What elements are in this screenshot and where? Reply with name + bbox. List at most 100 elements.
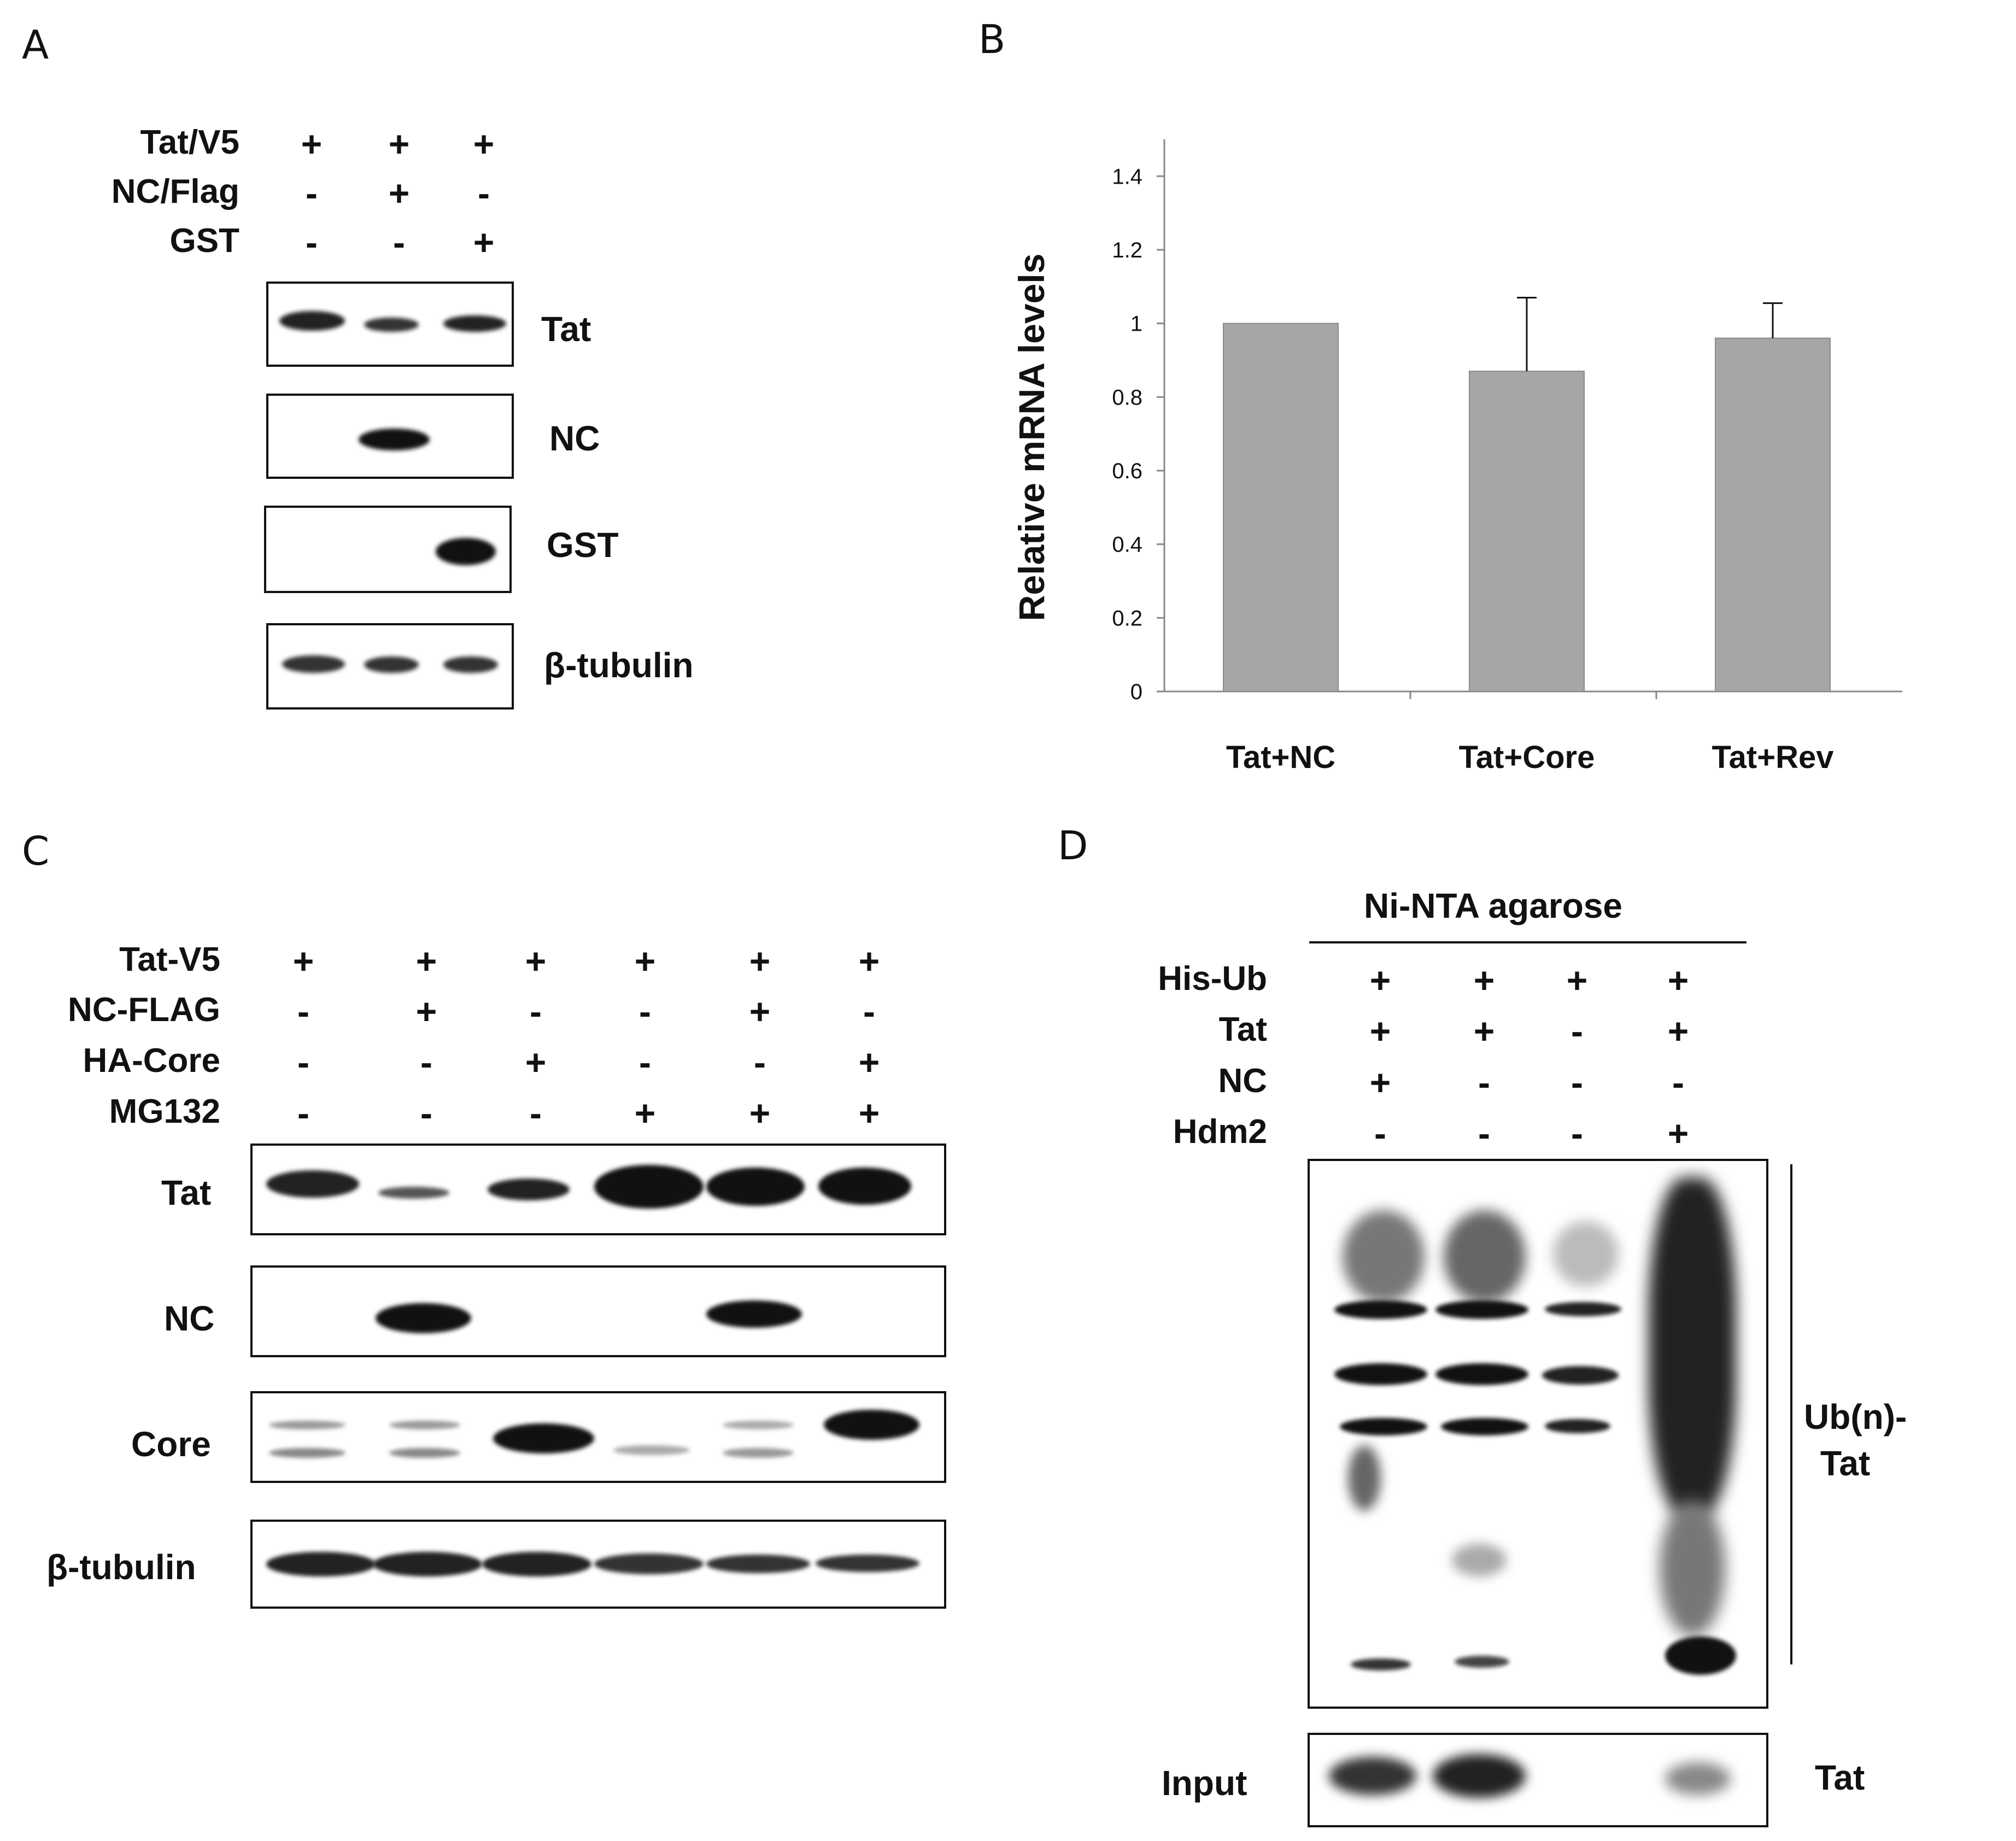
smear	[1452, 1544, 1507, 1576]
sign: -	[1478, 1062, 1490, 1103]
blot-tubulin-a	[266, 623, 514, 710]
band	[723, 1448, 794, 1458]
band	[378, 1187, 449, 1199]
bar	[1715, 337, 1831, 693]
band	[706, 1555, 810, 1573]
band	[1334, 1300, 1427, 1319]
band	[269, 1421, 345, 1429]
blot-core-c	[250, 1391, 946, 1483]
band	[364, 656, 419, 673]
blot-label-nc-a: NC	[549, 419, 600, 458]
band	[389, 1448, 460, 1458]
sign: +	[1566, 960, 1588, 1000]
sign: -	[1571, 1011, 1583, 1051]
band	[594, 1553, 704, 1574]
band	[1665, 1637, 1736, 1675]
band	[1340, 1418, 1427, 1435]
sign: +	[473, 222, 495, 262]
bar	[1223, 323, 1339, 692]
blot-nc-c	[250, 1265, 946, 1357]
band	[1435, 1300, 1528, 1319]
blot-label-tat-c: Tat	[161, 1173, 212, 1212]
sign: -	[1672, 1062, 1684, 1103]
band	[1542, 1366, 1619, 1385]
sign: -	[297, 1042, 309, 1082]
band	[1351, 1658, 1411, 1670]
x-category-label: Tat+Rev	[1712, 740, 1834, 775]
band	[1545, 1302, 1621, 1316]
y-tick-label: 0.4	[1112, 533, 1142, 557]
blot-label-tubulin-a: β-tubulin	[544, 646, 694, 685]
sign: +	[301, 124, 323, 164]
band	[279, 311, 345, 331]
y-tick-label: 1.2	[1112, 238, 1142, 262]
input-tat-label: Tat	[1815, 1758, 1865, 1797]
blot-input	[1308, 1733, 1768, 1827]
blot-tat-a	[266, 282, 514, 367]
y-tick-label: 0.8	[1112, 385, 1142, 409]
blot-tubulin-c	[250, 1520, 946, 1609]
band	[376, 1303, 471, 1333]
input-label: Input	[1162, 1763, 1247, 1803]
panel-label-b: B	[978, 16, 1006, 62]
band	[269, 1448, 345, 1458]
band	[282, 655, 345, 673]
row-label-his-ub: His-Ub	[1158, 960, 1267, 998]
row-label-nc-flag: NC/Flag	[111, 173, 239, 210]
sign: +	[292, 941, 314, 981]
band	[389, 1421, 460, 1429]
sign: -	[478, 173, 490, 213]
blot-ub-tat	[1308, 1159, 1768, 1709]
sign: +	[858, 1093, 880, 1133]
sign: +	[634, 1093, 656, 1133]
band	[706, 1300, 802, 1328]
sign: -	[863, 991, 875, 1031]
sign: +	[415, 941, 437, 981]
blot-label-core-c: Core	[131, 1424, 211, 1464]
band	[1441, 1418, 1528, 1435]
band	[1334, 1363, 1427, 1385]
sign: +	[388, 173, 410, 213]
band	[1329, 1757, 1416, 1795]
band	[443, 656, 498, 673]
sign: +	[1473, 960, 1495, 1000]
band	[1435, 1363, 1528, 1385]
band	[816, 1555, 919, 1572]
row-label-nc-flag-c: NC-FLAG	[68, 991, 220, 1029]
sign: +	[749, 1093, 771, 1133]
panel-b-chart: 0 0.2 0.4 0.6 0.8 1 1.2 1.4 Relative mRNA levels…	[984, 109, 2016, 820]
blot-label-tat-a: Tat	[541, 309, 591, 349]
band	[824, 1410, 919, 1440]
sign: -	[754, 1042, 766, 1082]
band	[266, 1552, 376, 1576]
row-label-tat-v5-c: Tat-V5	[119, 941, 220, 978]
blot-label-nc-c: NC	[164, 1299, 215, 1338]
bracket-line	[1790, 1164, 1792, 1664]
sign: -	[1374, 1113, 1386, 1153]
band	[266, 1170, 359, 1198]
panel-label-c: C	[22, 828, 50, 874]
sign: -	[639, 1042, 651, 1082]
smear	[1553, 1221, 1619, 1287]
band	[613, 1445, 690, 1455]
x-category-label: Tat+NC	[1226, 740, 1335, 775]
band	[1665, 1762, 1731, 1795]
blot-label-tubulin-c: β-tubulin	[46, 1547, 196, 1587]
x-category-label: Tat+Core	[1459, 740, 1595, 775]
sign: +	[634, 941, 656, 981]
y-tick-label: 0.2	[1112, 606, 1142, 630]
sign: +	[415, 991, 437, 1031]
blot-label-gst-a: GST	[547, 525, 619, 565]
band	[436, 538, 496, 565]
sign: -	[530, 991, 542, 1031]
band	[706, 1168, 805, 1206]
band	[443, 315, 506, 332]
row-label-hdm2: Hdm2	[1173, 1113, 1267, 1151]
blot-gst-a	[264, 506, 512, 593]
band	[723, 1421, 794, 1429]
sign: -	[1571, 1062, 1583, 1103]
band	[1455, 1656, 1509, 1668]
band	[818, 1168, 911, 1205]
band	[373, 1552, 482, 1576]
y-tick-label: 1	[1130, 312, 1142, 336]
